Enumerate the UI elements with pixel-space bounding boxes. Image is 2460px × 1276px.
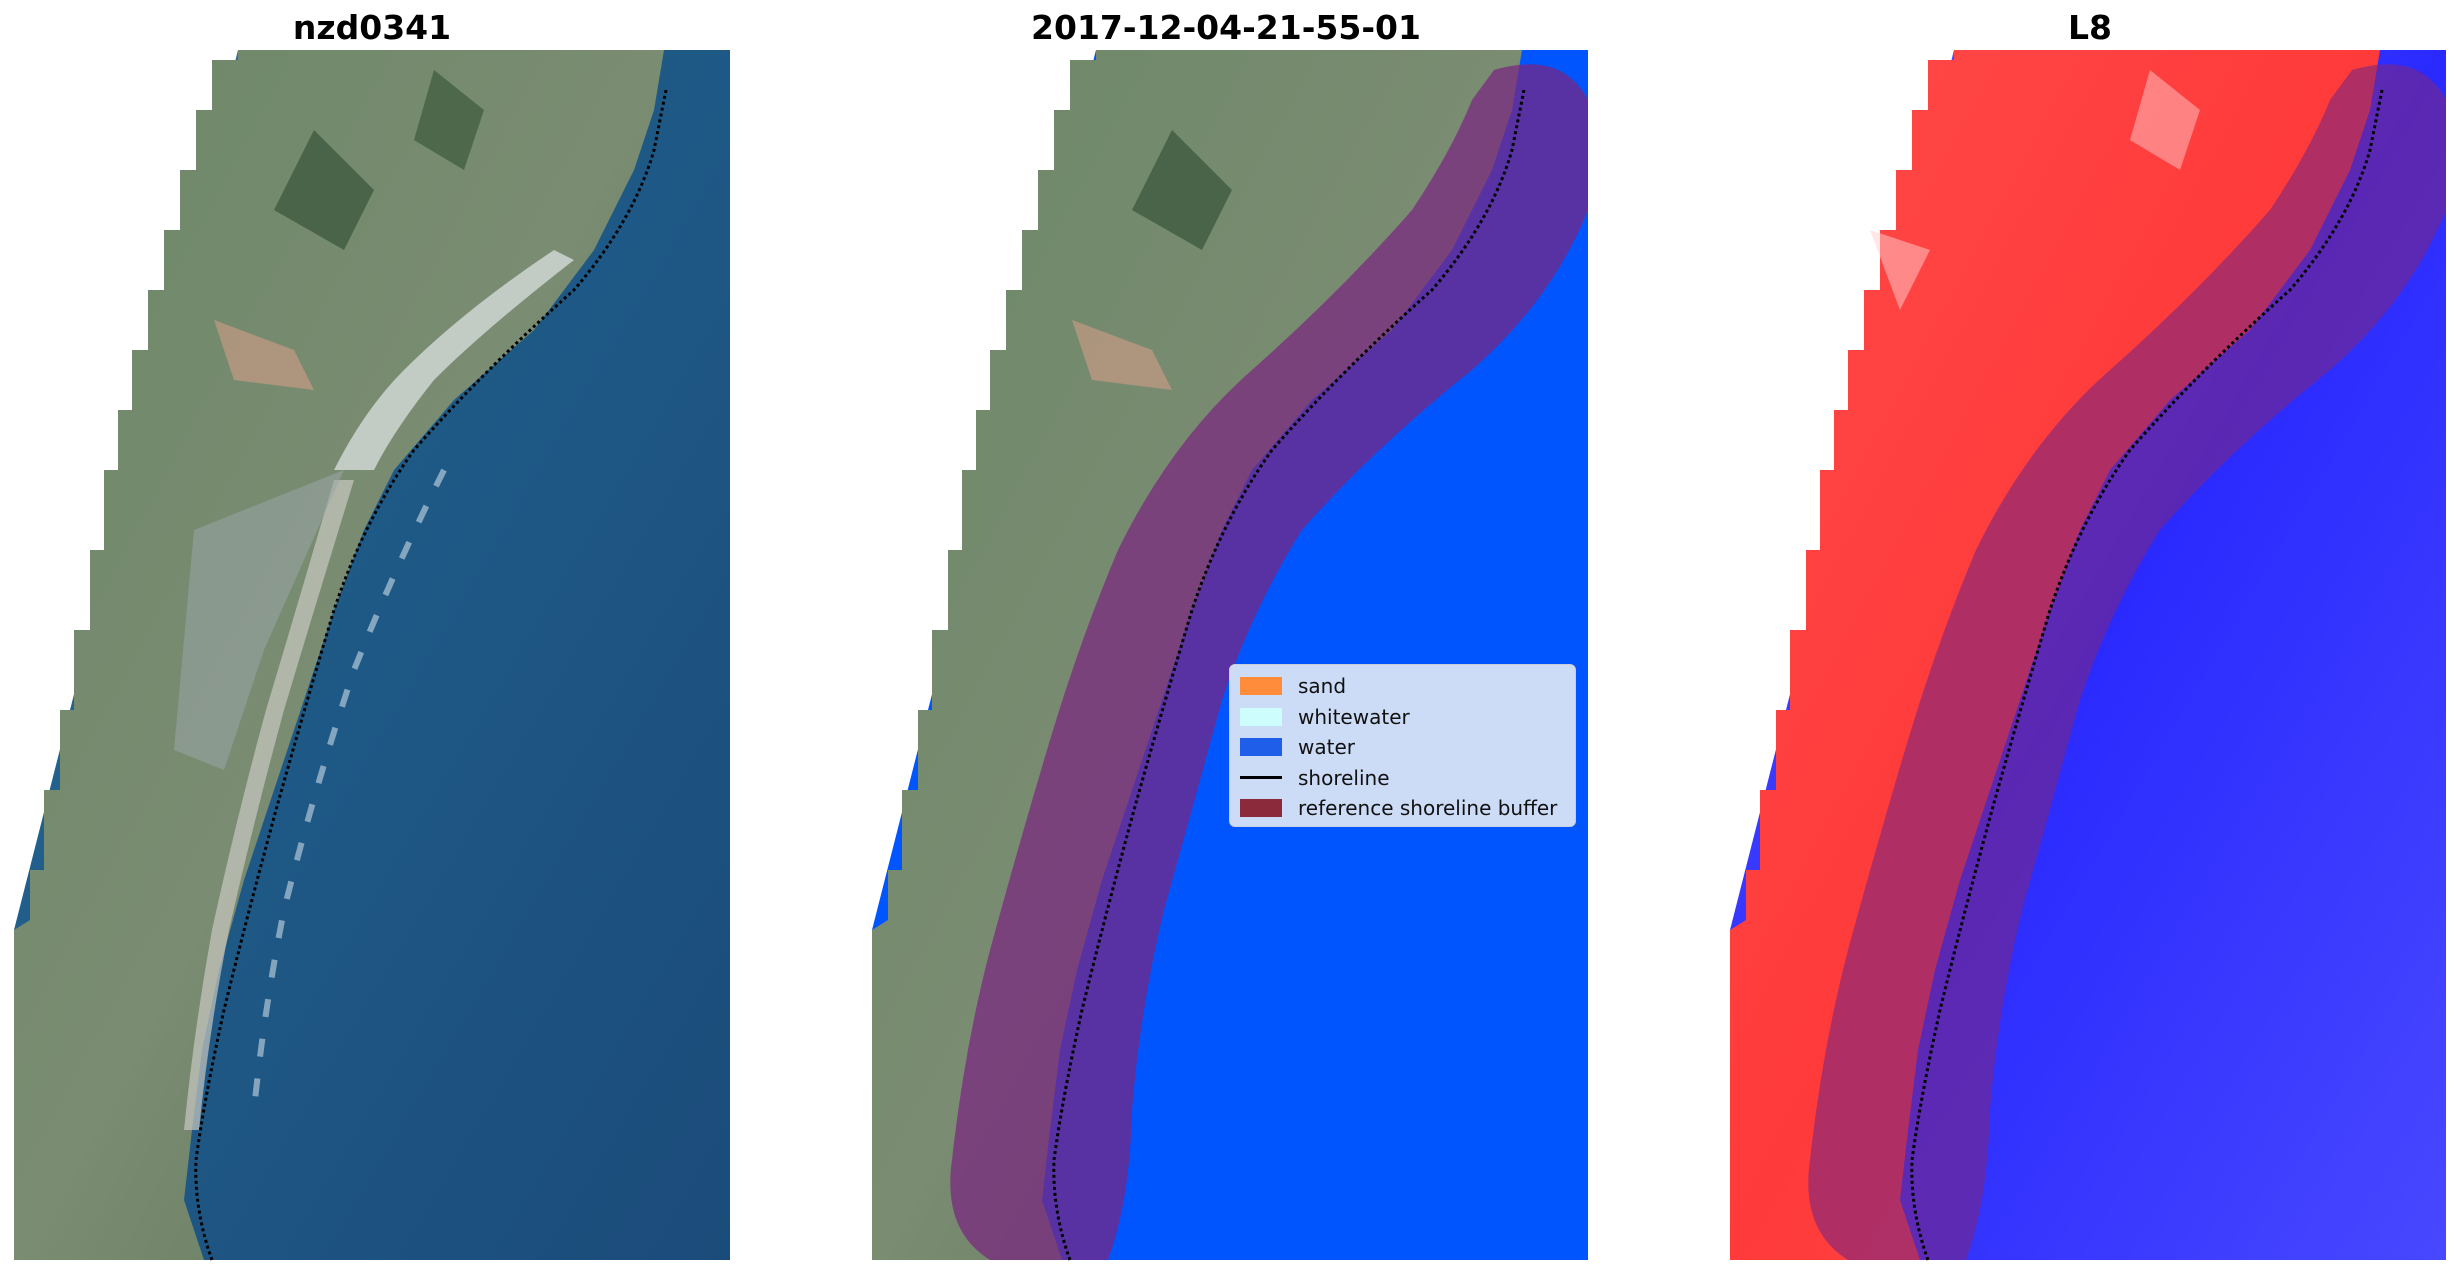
legend-label: water	[1298, 735, 1355, 760]
rgb-satellite-image	[14, 50, 730, 1261]
land-region	[14, 50, 664, 1260]
buffer-swatch	[1240, 799, 1282, 818]
legend-item-buffer: reference shoreline buffer	[1240, 793, 1565, 824]
legend-item-water: water	[1240, 732, 1565, 763]
shoreline-line	[194, 89, 668, 1261]
panel-title-index: L8	[2068, 8, 2112, 47]
index-image	[1730, 50, 2446, 1261]
legend-item-whitewater: whitewater	[1240, 702, 1565, 733]
legend-item-sand: sand	[1240, 671, 1565, 702]
panel-title-rgb: nzd0341	[292, 8, 452, 47]
legend-label: sand	[1298, 674, 1347, 699]
legend: sand whitewater water shoreline referenc…	[1229, 664, 1576, 827]
classification-image	[872, 50, 1588, 1261]
legend-label: shoreline	[1298, 765, 1390, 790]
panel-title-classification: 2017-12-04-21-55-01	[1031, 8, 1421, 47]
legend-label: reference shoreline buffer	[1298, 796, 1558, 821]
reference-shoreline-buffer	[950, 64, 1588, 1260]
whitewater-swatch	[1240, 707, 1282, 726]
water-swatch	[1240, 738, 1282, 757]
sand-swatch	[1240, 677, 1282, 696]
legend-label: whitewater	[1298, 704, 1410, 729]
legend-item-shoreline: shoreline	[1240, 763, 1565, 794]
shoreline-swatch	[1240, 776, 1282, 780]
